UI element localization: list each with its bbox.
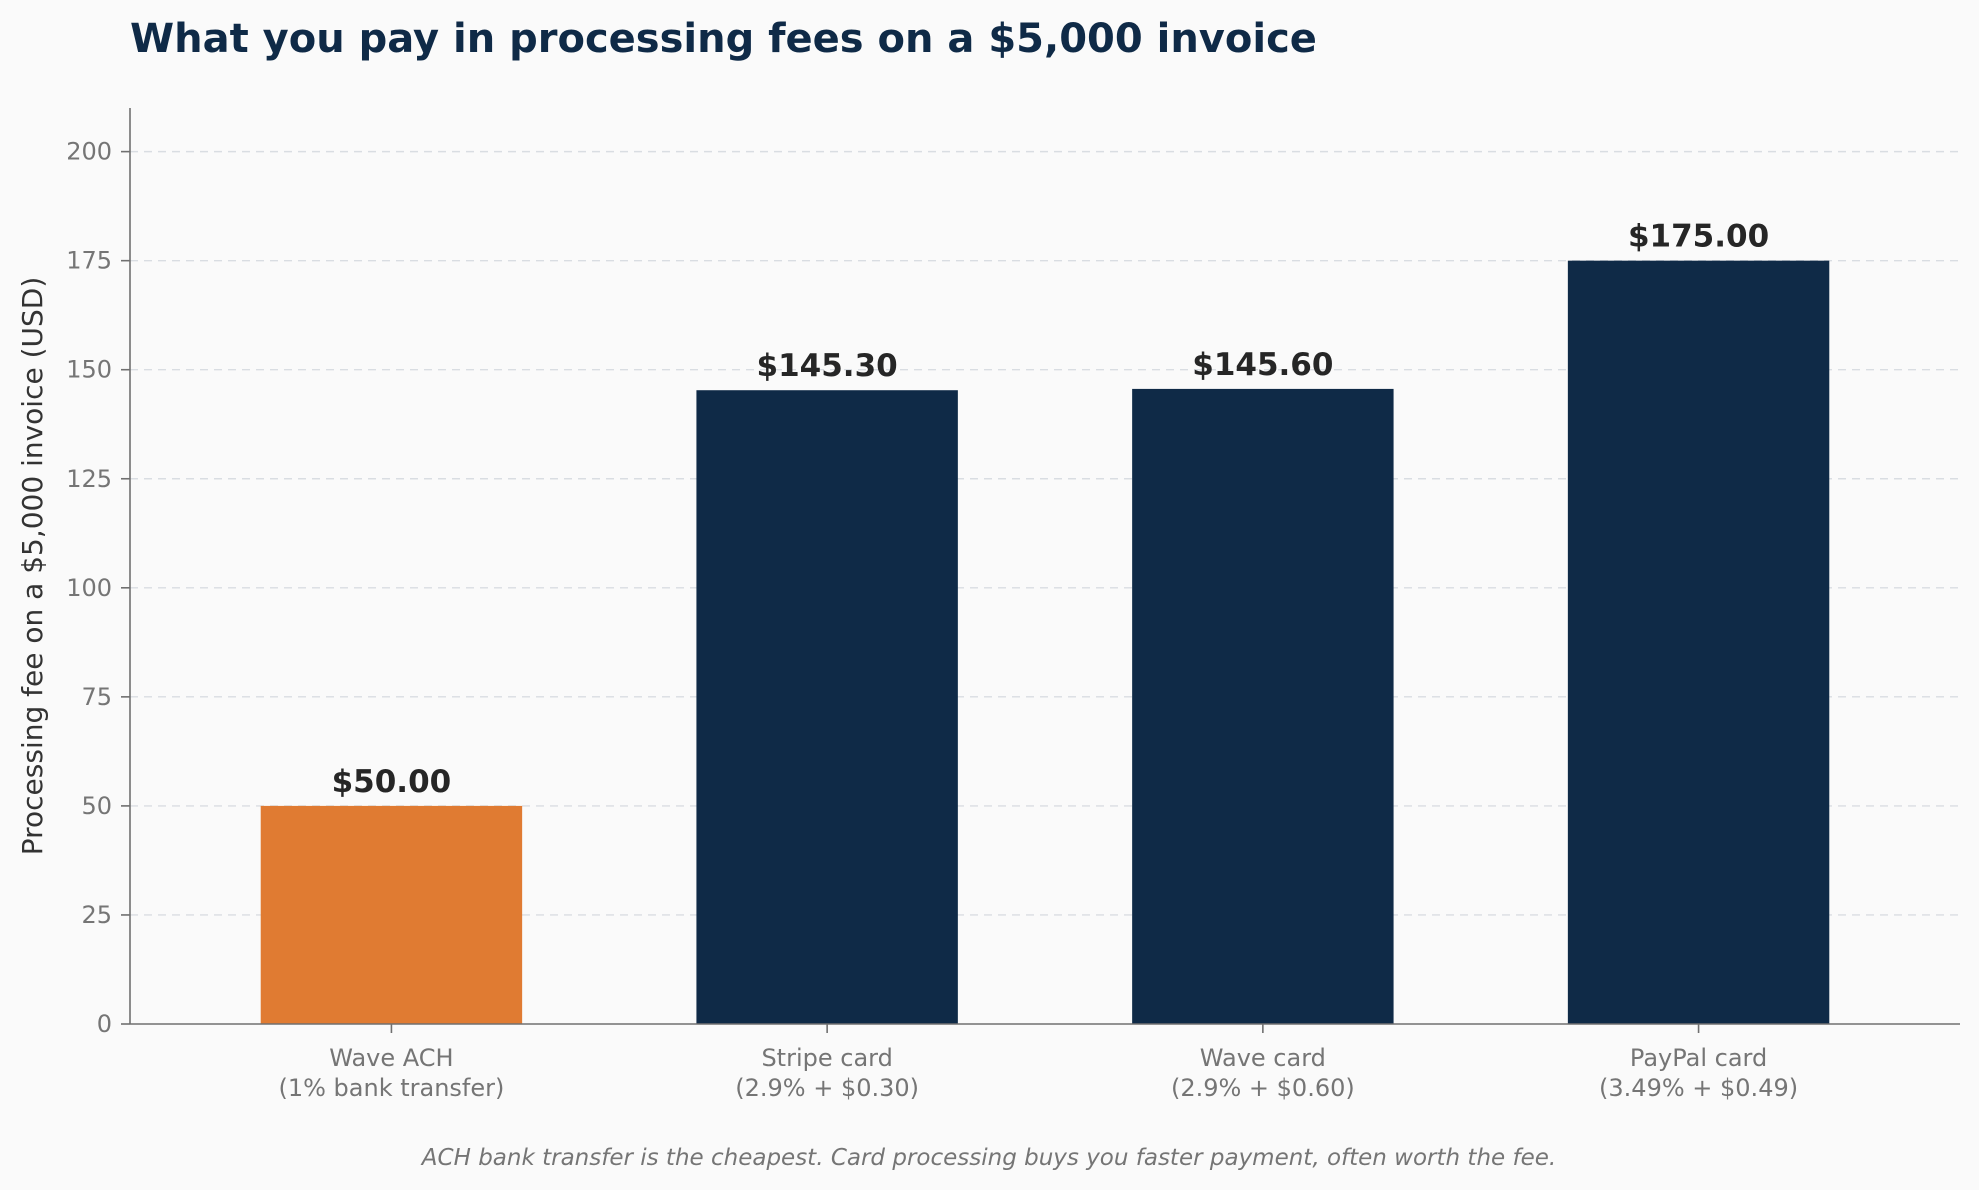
- x-tick-label: (1% bank transfer): [278, 1074, 504, 1102]
- y-tick-label: 50: [81, 792, 112, 820]
- y-tick-label: 200: [66, 138, 112, 166]
- y-tick-label: 75: [81, 683, 112, 711]
- x-ticks: Wave ACH(1% bank transfer)Stripe card(2.…: [278, 1024, 1798, 1102]
- y-tick-label: 150: [66, 356, 112, 384]
- value-labels: $50.00 $145.30 $145.60 $175.00: [332, 219, 1770, 800]
- y-tick-label: 175: [66, 247, 112, 275]
- bar-value-label: $50.00: [332, 764, 452, 800]
- y-ticks: 0 25 50 75 100 125 150 175 200: [66, 138, 130, 1038]
- y-axis-label: Processing fee on a $5,000 invoice (USD): [16, 277, 49, 856]
- y-tick-label: 25: [81, 901, 112, 929]
- bar-value-label: $145.60: [1192, 347, 1333, 383]
- x-tick-label: (2.9% + $0.60): [1171, 1074, 1355, 1102]
- bar-value-label: $175.00: [1628, 219, 1769, 255]
- x-tick-label: Stripe card: [761, 1044, 892, 1072]
- chart-title: What you pay in processing fees on a $5,…: [130, 16, 1317, 62]
- y-tick-label: 125: [66, 465, 112, 493]
- bar: [1132, 388, 1394, 1024]
- x-tick-label: (2.9% + $0.30): [735, 1074, 919, 1102]
- x-tick-label: Wave card: [1200, 1044, 1326, 1072]
- chart-caption: ACH bank transfer is the cheapest. Card …: [420, 1145, 1556, 1171]
- bars: [260, 260, 1830, 1025]
- y-tick-label: 100: [66, 574, 112, 602]
- x-tick-label: (3.49% + $0.49): [1599, 1074, 1798, 1102]
- bar: [696, 390, 958, 1025]
- x-tick-label: Wave ACH: [329, 1044, 453, 1072]
- bar: [260, 805, 523, 1024]
- bar: [1567, 260, 1830, 1025]
- grid-lines: [130, 150, 1960, 916]
- y-tick-label: 0: [97, 1010, 112, 1038]
- x-tick-label: PayPal card: [1630, 1044, 1767, 1072]
- bar-value-label: $145.30: [757, 348, 898, 384]
